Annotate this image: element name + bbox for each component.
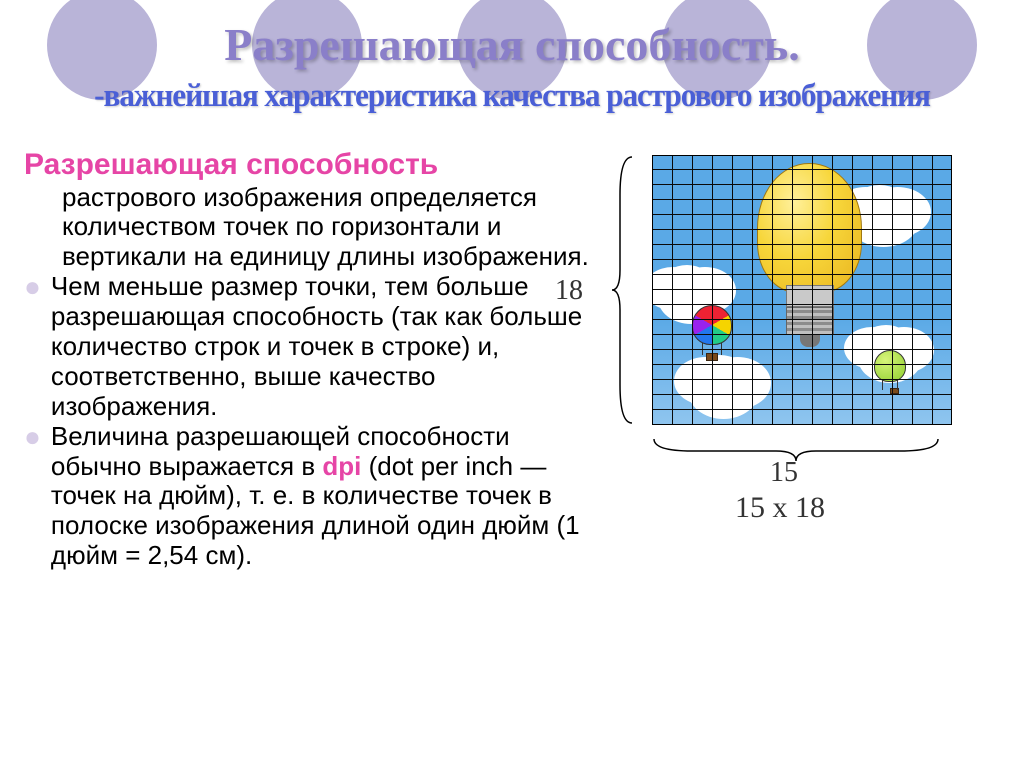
dpi-term: dpi	[322, 451, 361, 481]
rows-label: 18	[555, 275, 583, 307]
bullet-item: ● Величина разрешающей способности обычн…	[24, 422, 594, 571]
slide-subtitle: -важнейшая характеристика качества растр…	[26, 78, 999, 115]
bullet-icon: ●	[24, 272, 41, 303]
raster-grid-image	[652, 155, 952, 425]
lead-term: Разрешающая способность	[24, 148, 438, 181]
body-text-block: Разрешающая способность растрового изобр…	[24, 148, 594, 571]
slide-title: Разрешающая способность.	[0, 18, 1024, 71]
brace-vertical-icon	[610, 155, 640, 425]
bullet-text: Чем меньше размер точки, тем больше разр…	[51, 272, 594, 421]
bullet-text: Величина разрешающей способности обычно …	[51, 422, 594, 571]
cols-label: 15	[770, 457, 798, 489]
bullet-item: ● Чем меньше размер точки, тем больше ра…	[24, 272, 594, 421]
pixel-grid-overlay	[652, 155, 952, 425]
dimensions-label: 15 x 18	[735, 491, 825, 525]
lead-definition: растрового изображения определяется коли…	[24, 183, 594, 273]
bullet-icon: ●	[24, 422, 41, 453]
raster-figure: 18 15 15 x 18	[640, 155, 1000, 425]
